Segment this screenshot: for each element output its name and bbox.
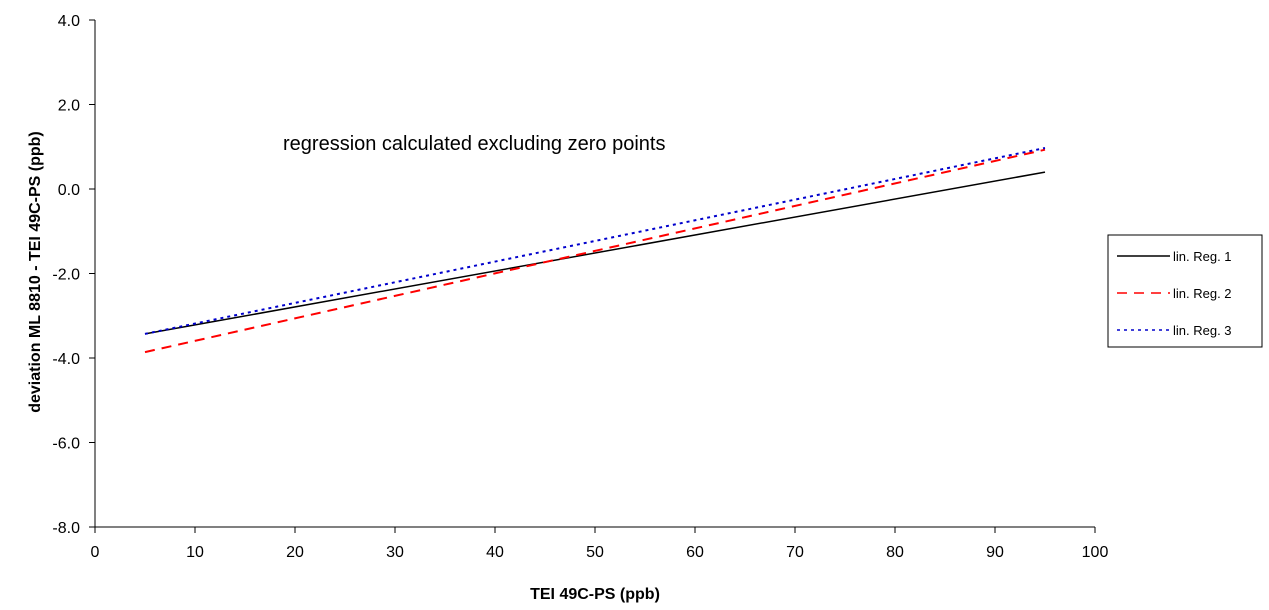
x-tick-label: 90 (986, 544, 1004, 561)
x-tick-label: 50 (586, 544, 604, 561)
x-tick-label: 10 (186, 544, 204, 561)
y-axis-ticks: 4.0 2.0 0.0 -2.0 -4.0 -6.0 -8.0 (52, 13, 95, 537)
legend-box (1107, 234, 1263, 348)
legend: lin. Reg. 1 lin. Reg. 2 lin. Reg. 3 (1107, 234, 1263, 348)
legend-label-1: lin. Reg. 1 (1173, 249, 1232, 264)
y-axis-title: deviation ML 8810 - TEI 49C-PS (ppb) (27, 131, 44, 413)
y-tick-label: -6.0 (52, 436, 80, 453)
y-tick-label: -8.0 (52, 520, 80, 537)
y-tick-label: 2.0 (58, 98, 80, 115)
series-lines (144, 147, 1046, 354)
x-tick-label: 0 (91, 544, 100, 561)
x-tick-label: 80 (886, 544, 904, 561)
legend-label-3: lin. Reg. 3 (1173, 323, 1232, 338)
legend-items: lin. Reg. 1 lin. Reg. 2 lin. Reg. 3 (1117, 249, 1232, 338)
series-line-1 (144, 171, 1046, 335)
series-line-2 (144, 148, 1046, 354)
x-axis-ticks: 0 10 20 30 40 50 60 70 80 90 100 (91, 527, 1109, 561)
y-tick-label: 4.0 (58, 13, 80, 30)
x-tick-label: 20 (286, 544, 304, 561)
x-tick-label: 30 (386, 544, 404, 561)
x-tick-label: 70 (786, 544, 804, 561)
x-axis-title: TEI 49C-PS (ppb) (530, 586, 660, 603)
x-tick-label: 60 (686, 544, 704, 561)
y-tick-label: -2.0 (52, 267, 80, 284)
legend-label-2: lin. Reg. 2 (1173, 286, 1232, 301)
series-line-3 (144, 147, 1046, 335)
y-tick-label: -4.0 (52, 351, 80, 368)
y-tick-label: 0.0 (58, 182, 80, 199)
x-tick-label: 100 (1082, 544, 1109, 561)
x-tick-label: 40 (486, 544, 504, 561)
annotation-text: regression calculated excluding zero poi… (283, 133, 665, 155)
